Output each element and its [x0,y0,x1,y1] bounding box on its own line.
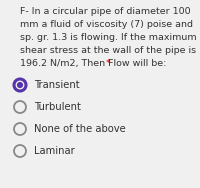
Text: Transient: Transient [34,80,80,90]
Text: *: * [106,59,110,68]
Text: mm a fluid of viscosity (7) poise and: mm a fluid of viscosity (7) poise and [20,20,193,29]
Text: Laminar: Laminar [34,146,75,156]
Text: F- In a circular pipe of diameter 100: F- In a circular pipe of diameter 100 [20,7,191,16]
Text: sp. gr. 1.3 is flowing. If the maximum: sp. gr. 1.3 is flowing. If the maximum [20,33,197,42]
Text: shear stress at the wall of the pipe is: shear stress at the wall of the pipe is [20,46,196,55]
Text: None of the above: None of the above [34,124,126,134]
Circle shape [17,82,23,88]
Text: 196.2 N/m2, Then Flow will be:: 196.2 N/m2, Then Flow will be: [20,59,169,68]
Text: Turbulent: Turbulent [34,102,81,112]
